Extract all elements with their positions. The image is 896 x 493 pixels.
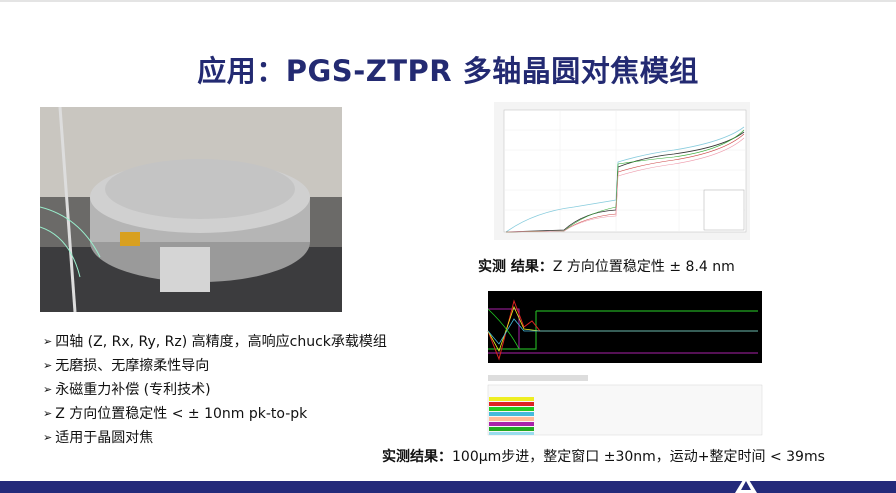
arrow-bullet-icon: ➢ bbox=[43, 359, 53, 372]
bullet-text: 四轴 (Z, Rx, Ry, Rz) 高精度，高响应chuck承载模组 bbox=[55, 334, 387, 350]
step-response-scope-image bbox=[484, 289, 766, 437]
caption-text: 100μm步进，整定窗口 ±30nm，运动+整定时间 < 39ms bbox=[452, 449, 825, 465]
arrow-bullet-icon: ➢ bbox=[43, 335, 53, 348]
caption-stability: 实测 结果：Z 方向位置稳定性 ± 8.4 nm bbox=[478, 256, 735, 276]
arrow-bullet-icon: ➢ bbox=[43, 431, 53, 444]
bullet-text: 适用于晶圆对焦 bbox=[55, 430, 154, 446]
list-item: ➢ 无磨损、无摩擦柔性导向 bbox=[43, 354, 387, 378]
bullet-text: 无磨损、无摩擦柔性导向 bbox=[55, 358, 210, 374]
arrow-bullet-icon: ➢ bbox=[43, 383, 53, 396]
arrow-bullet-icon: ➢ bbox=[43, 407, 53, 420]
list-item: ➢ 适用于晶圆对焦 bbox=[43, 426, 387, 450]
slide-title: 应用：PGS-ZTPR 多轴晶圆对焦模组 bbox=[197, 54, 699, 88]
triangle-logo-icon bbox=[735, 475, 757, 493]
bullet-text: 永磁重力补偿 (专利技术) bbox=[55, 382, 211, 398]
bullet-text: Z 方向位置稳定性 < ± 10nm pk-to-pk bbox=[55, 406, 308, 422]
stability-plot-image bbox=[494, 102, 750, 240]
product-photo bbox=[40, 107, 342, 312]
caption-text: Z 方向位置稳定性 ± 8.4 nm bbox=[552, 259, 735, 275]
list-item: ➢ 四轴 (Z, Rx, Ry, Rz) 高精度，高响应chuck承载模组 bbox=[43, 330, 387, 354]
list-item: ➢ Z 方向位置稳定性 < ± 10nm pk-to-pk bbox=[43, 402, 387, 426]
list-item: ➢ 永磁重力补偿 (专利技术) bbox=[43, 378, 387, 402]
top-divider bbox=[0, 0, 896, 2]
feature-list: ➢ 四轴 (Z, Rx, Ry, Rz) 高精度，高响应chuck承载模组 ➢ 无磨… bbox=[43, 330, 387, 450]
caption-label: 实测 结果： bbox=[478, 259, 553, 275]
caption-step-response: 实测结果：100μm步进，整定窗口 ±30nm，运动+整定时间 < 39ms bbox=[382, 446, 825, 466]
caption-label: 实测结果： bbox=[382, 449, 452, 465]
footer-bar bbox=[0, 481, 896, 493]
